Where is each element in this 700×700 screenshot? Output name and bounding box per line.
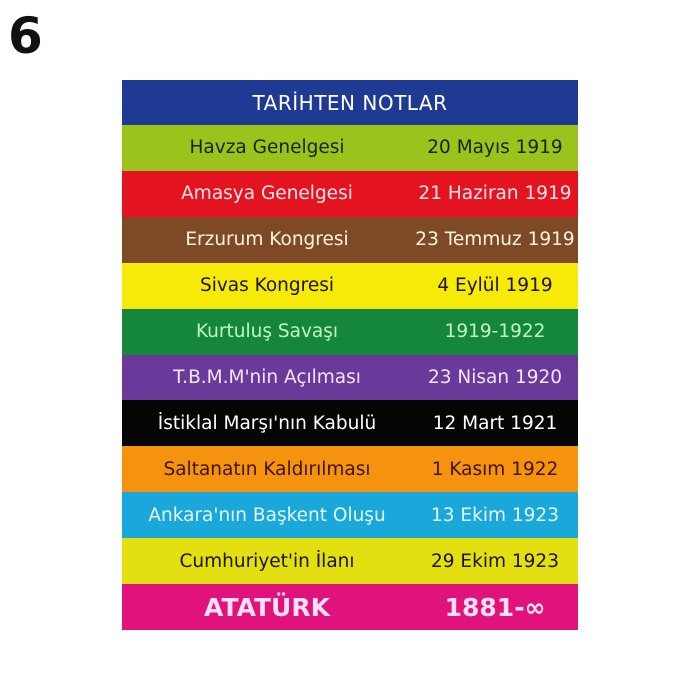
event-name: Cumhuriyet'in İlanı xyxy=(179,550,355,572)
ataturk-row: ATATÜRK 1881-∞ xyxy=(122,584,578,630)
event-date: 29 Ekim 1923 xyxy=(431,550,559,572)
event-row: Cumhuriyet'in İlanı 29 Ekim 1923 xyxy=(122,538,578,585)
event-name: İstiklal Marşı'nın Kabulü xyxy=(157,412,377,434)
poster-title: TARİHTEN NOTLAR xyxy=(122,80,578,125)
event-row: Havza Genelgesi 20 Mayıs 1919 xyxy=(122,125,578,171)
event-row: Amasya Genelgesi 21 Haziran 1919 xyxy=(122,170,578,217)
event-name: Ankara'nın Başkent Oluşu xyxy=(148,504,386,526)
event-name: Amasya Genelgesi xyxy=(181,183,353,205)
event-row: T.B.M.M'nin Açılması 23 Nisan 1920 xyxy=(122,354,578,401)
event-date: 4 Eylül 1919 xyxy=(437,275,553,297)
event-date: 1881-∞ xyxy=(444,592,546,622)
event-name: Kurtuluş Savaşı xyxy=(195,321,339,343)
event-date: 12 Mart 1921 xyxy=(432,412,558,434)
event-row: Saltanatın Kaldırılması 1 Kasım 1922 xyxy=(122,446,578,493)
event-row: Erzurum Kongresi 23 Temmuz 1919 xyxy=(122,216,578,263)
event-row: Sivas Kongresi 4 Eylül 1919 xyxy=(122,262,578,309)
history-notes-poster: TARİHTEN NOTLAR Havza Genelgesi 20 Mayıs … xyxy=(122,80,578,630)
event-date: 21 Haziran 1919 xyxy=(418,183,572,205)
event-date: 23 Temmuz 1919 xyxy=(415,229,575,251)
event-date: 23 Nisan 1920 xyxy=(427,366,563,388)
event-row: Kurtuluş Savaşı 1919-1922 xyxy=(122,308,578,355)
event-date: 1919-1922 xyxy=(444,321,546,343)
event-name: Sivas Kongresi xyxy=(199,275,335,297)
event-name: Havza Genelgesi xyxy=(189,137,345,159)
event-name: Erzurum Kongresi xyxy=(185,229,349,251)
event-name: Saltanatın Kaldırılması xyxy=(163,458,371,480)
event-date: 1 Kasım 1922 xyxy=(431,458,559,480)
event-date: 20 Mayıs 1919 xyxy=(427,137,563,159)
event-row: İstiklal Marşı'nın Kabulü 12 Mart 1921 xyxy=(122,400,578,447)
event-name: T.B.M.M'nin Açılması xyxy=(173,366,361,388)
event-row: Ankara'nın Başkent Oluşu 13 Ekim 1923 xyxy=(122,492,578,539)
item-number-badge: 6 xyxy=(8,7,43,65)
event-name: ATATÜRK xyxy=(204,592,330,622)
event-date: 13 Ekim 1923 xyxy=(431,504,559,526)
